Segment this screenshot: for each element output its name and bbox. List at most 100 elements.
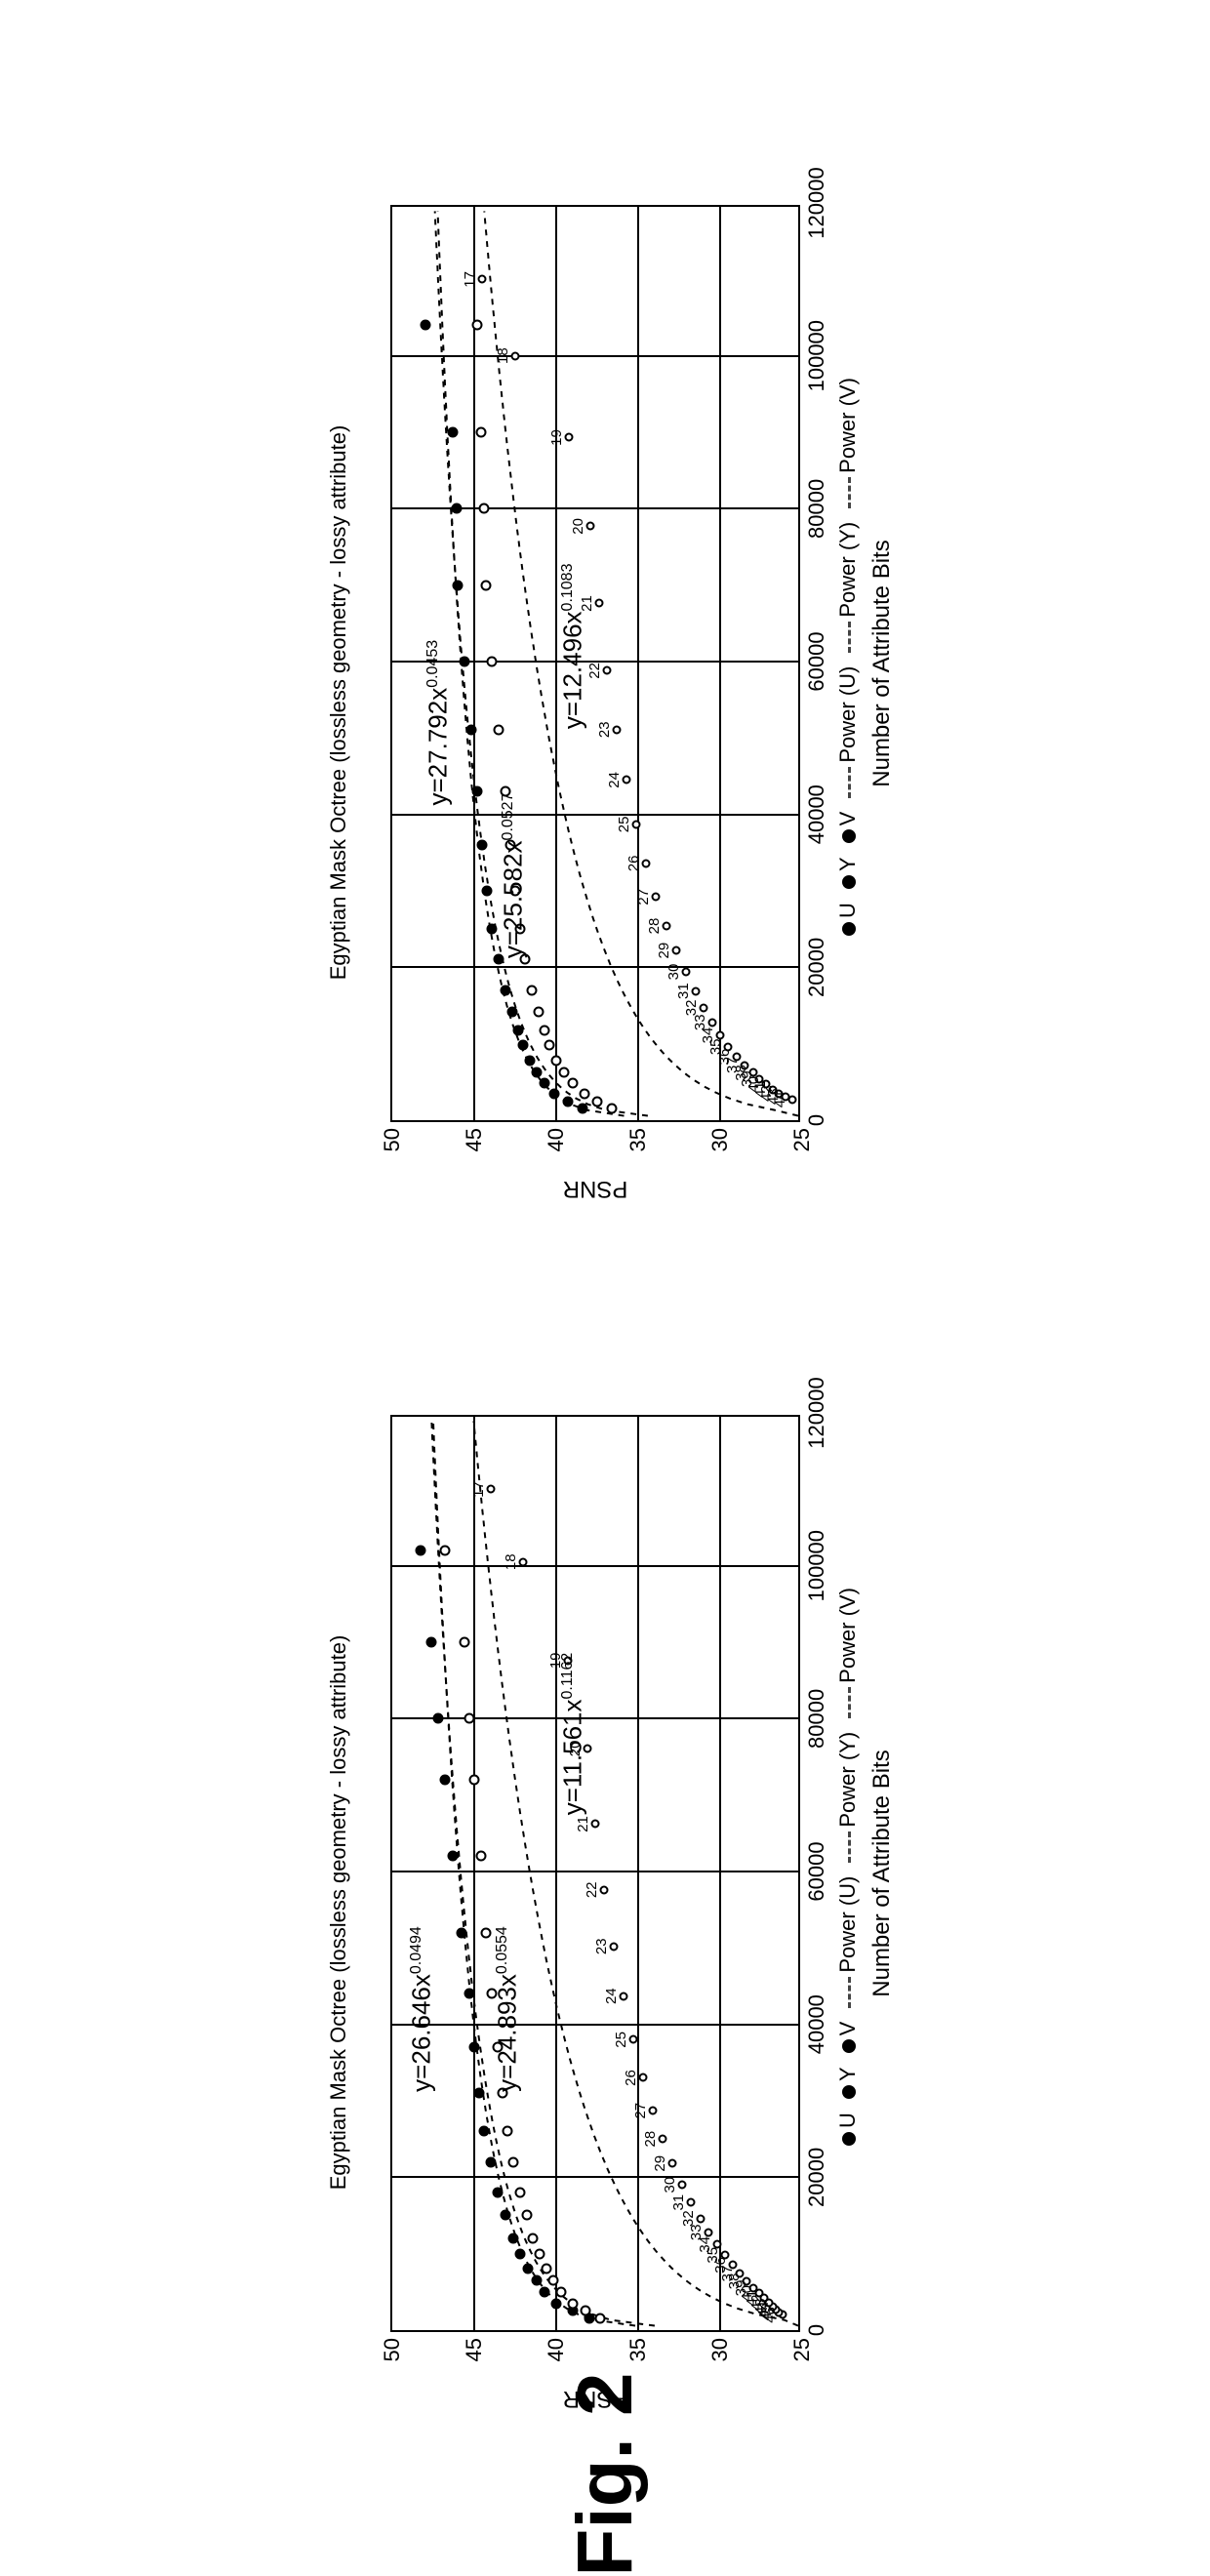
ytick-label: 40 xyxy=(544,2338,569,2361)
ytick-label: 45 xyxy=(462,1128,487,1151)
data-point-u xyxy=(492,2188,503,2198)
data-point-y xyxy=(567,1078,578,1089)
ytick-label: 35 xyxy=(625,1128,651,1151)
equation-base: y=24.893x xyxy=(492,1974,521,2092)
x-axis-label: Number of Attribute Bits xyxy=(868,1417,896,2330)
data-point-y xyxy=(581,2306,591,2316)
data-point-u xyxy=(420,320,430,331)
legend-label: V xyxy=(835,812,860,826)
xtick-label: 0 xyxy=(804,1114,829,1126)
point-label: 44 xyxy=(772,1092,788,1108)
ytick-label: 30 xyxy=(707,2338,733,2361)
data-point-u xyxy=(515,2248,526,2259)
data-point-y xyxy=(439,1546,450,1556)
data-point-u xyxy=(531,2275,542,2286)
data-point-u xyxy=(456,1927,466,1938)
xtick-label: 20000 xyxy=(804,938,829,997)
xtick-label: 80000 xyxy=(804,479,829,539)
legend-label: Power (Y) xyxy=(835,522,860,618)
point-label: 31 xyxy=(675,983,692,999)
chart-title: Egyptian Mask Octree (lossless geometry … xyxy=(326,185,351,1220)
data-point-y xyxy=(556,2286,567,2297)
data-point-u xyxy=(523,2264,534,2274)
data-point-y xyxy=(494,725,504,736)
legend-dash-icon xyxy=(848,622,851,653)
data-point-v xyxy=(619,1992,627,2000)
point-label: 17 xyxy=(462,271,478,288)
legend-dash-icon xyxy=(848,477,851,508)
data-point-u xyxy=(500,2210,510,2221)
point-label: 18 xyxy=(495,347,511,364)
data-point-u xyxy=(506,1006,517,1017)
xtick-label: 0 xyxy=(804,2324,829,2336)
equation-exponent: 0.1162 xyxy=(559,1653,576,1700)
point-label: 19 xyxy=(548,429,565,446)
data-point-v xyxy=(678,2181,687,2190)
data-point-u xyxy=(540,1078,550,1089)
data-point-v xyxy=(671,946,680,955)
legend-label: Power (V) xyxy=(835,378,860,473)
data-point-v xyxy=(603,666,612,675)
legend: UYVPower (U)Power (Y)Power (V) xyxy=(835,1417,861,2330)
data-point-v xyxy=(691,986,700,995)
data-point-u xyxy=(472,786,483,797)
point-label: 21 xyxy=(575,1816,591,1832)
legend: UYVPower (U)Power (Y)Power (V) xyxy=(835,207,861,1120)
data-point-v xyxy=(632,820,641,828)
figure-label: Fig. 2 xyxy=(560,2373,650,2576)
xtick-label: 100000 xyxy=(804,320,829,391)
data-point-y xyxy=(567,2298,578,2309)
data-point-v xyxy=(478,275,487,284)
data-point-y xyxy=(487,657,498,667)
xtick-label: 60000 xyxy=(804,1841,829,1901)
data-point-y xyxy=(541,2264,551,2274)
data-point-u xyxy=(479,2126,490,2137)
ytick-label: 30 xyxy=(707,1128,733,1151)
data-point-v xyxy=(639,2073,648,2082)
equation-exponent: 0.0554 xyxy=(493,1926,509,1974)
xtick-label: 40000 xyxy=(804,785,829,844)
data-point-u xyxy=(464,1989,474,1999)
data-point-y xyxy=(544,1040,555,1051)
xtick-label: 120000 xyxy=(804,167,829,238)
point-label: 25 xyxy=(616,817,632,833)
data-point-v xyxy=(652,893,661,902)
legend-dash-icon xyxy=(848,1687,851,1718)
data-point-u xyxy=(448,427,459,438)
data-point-u xyxy=(525,1055,536,1066)
data-point-u xyxy=(549,1089,560,1100)
data-point-y xyxy=(479,503,490,514)
point-label: 28 xyxy=(642,2131,659,2148)
gridline-h xyxy=(555,1417,557,2330)
legend-label: U xyxy=(835,2113,860,2128)
equation-label-y: y=25.582x0.0527 xyxy=(499,793,529,959)
data-point-y xyxy=(559,1067,570,1078)
equation-label-v: y=11.561x0.1162 xyxy=(557,1653,587,1816)
ytick-label: 50 xyxy=(380,1128,405,1151)
data-point-y xyxy=(475,1851,486,1862)
equation-base: y=25.582x xyxy=(499,840,528,958)
xtick-label: 100000 xyxy=(804,1530,829,1601)
point-label: 30 xyxy=(666,964,682,981)
data-point-y xyxy=(535,2248,545,2259)
equation-exponent: 0.1083 xyxy=(559,564,576,612)
legend-marker-icon xyxy=(842,2132,856,2146)
gridline-h xyxy=(473,1417,475,2330)
data-point-u xyxy=(453,580,464,590)
legend-label: V xyxy=(835,2022,860,2036)
point-label: 29 xyxy=(656,943,672,959)
fit-curve-v xyxy=(484,211,798,1115)
data-point-y xyxy=(579,1089,589,1100)
data-point-y xyxy=(521,2210,532,2221)
data-point-u xyxy=(451,503,462,514)
data-point-y xyxy=(508,2156,519,2167)
data-point-u xyxy=(469,2042,480,2053)
equation-label-u: y=26.646x0.0494 xyxy=(407,1926,437,2092)
point-label: 31 xyxy=(670,2194,687,2211)
equation-base: y=26.646x xyxy=(407,1974,436,2092)
legend-label: Y xyxy=(835,2067,860,2081)
data-point-v xyxy=(642,859,651,867)
legend-label: Power (U) xyxy=(835,666,860,763)
data-point-u xyxy=(540,2286,550,2297)
data-point-v xyxy=(586,522,595,531)
